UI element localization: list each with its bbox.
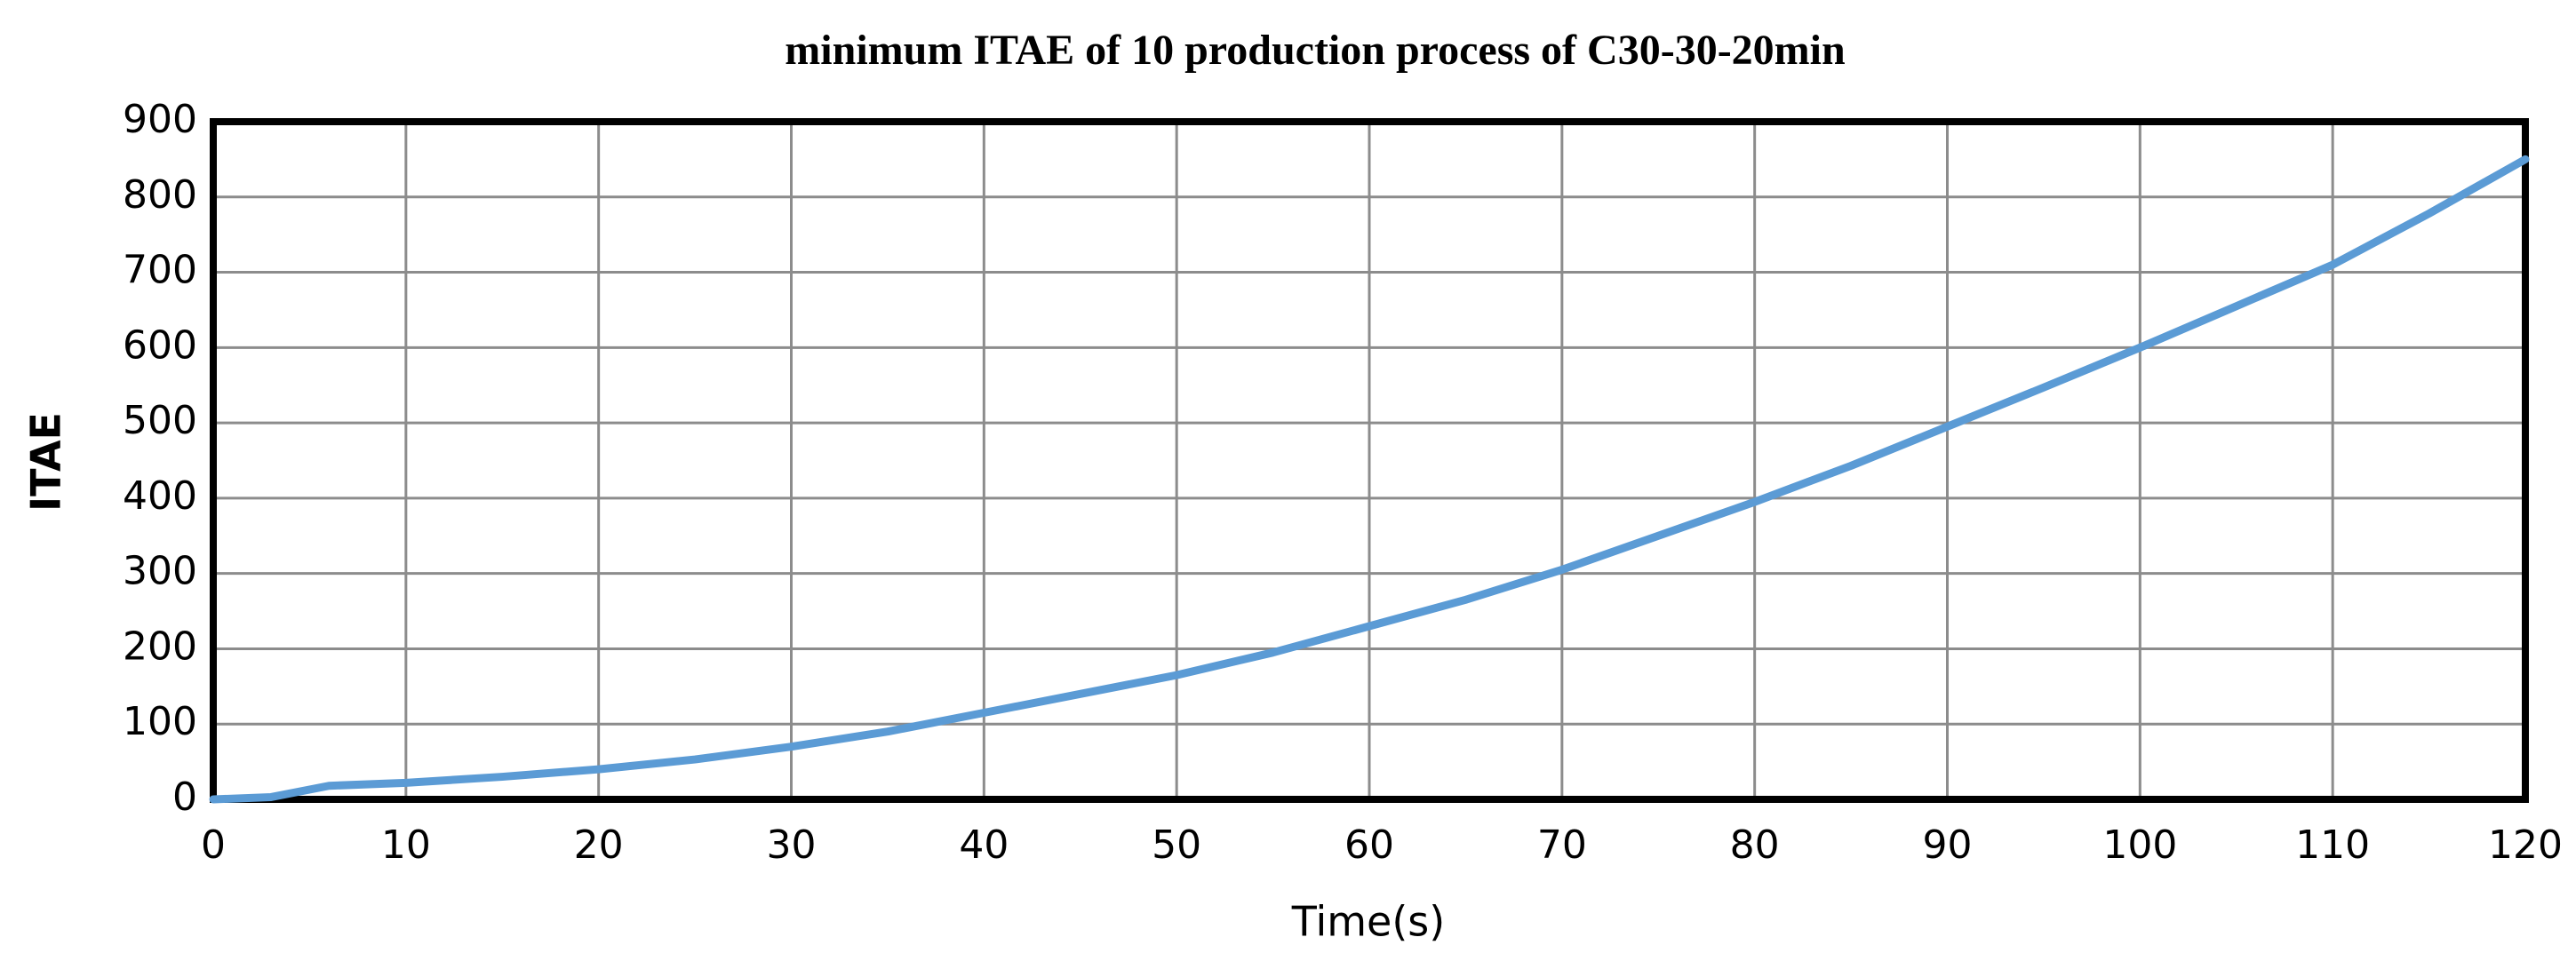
y-tick-label: 300 xyxy=(123,549,197,594)
y-tick-label: 400 xyxy=(123,473,197,519)
y-tick-label: 700 xyxy=(123,248,197,293)
y-axis-label: ITAE xyxy=(22,412,70,512)
x-tick-label: 20 xyxy=(574,822,624,868)
x-tick-label: 60 xyxy=(1344,822,1394,868)
x-tick-label: 110 xyxy=(2295,822,2370,868)
x-tick-label: 0 xyxy=(201,822,226,868)
chart-title: minimum ITAE of 10 production process of… xyxy=(785,27,1845,74)
y-tick-label: 500 xyxy=(123,398,197,443)
x-axis-label: Time(s) xyxy=(1291,898,1445,946)
x-tick-label: 50 xyxy=(1152,822,1201,868)
y-tick-label: 900 xyxy=(123,97,197,142)
x-tick-label: 30 xyxy=(767,822,817,868)
x-tick-label: 100 xyxy=(2102,822,2177,868)
x-tick-label: 10 xyxy=(381,822,431,868)
x-tick-label: 40 xyxy=(959,822,1009,868)
y-tick-label: 600 xyxy=(123,322,197,368)
y-tick-label: 0 xyxy=(172,774,197,820)
x-tick-label: 80 xyxy=(1730,822,1780,868)
y-tick-label: 200 xyxy=(123,624,197,669)
x-tick-label: 120 xyxy=(2488,822,2563,868)
x-tick-label: 70 xyxy=(1537,822,1587,868)
plot-border xyxy=(210,118,2529,803)
data-line xyxy=(209,155,2530,804)
y-tick-label: 100 xyxy=(123,699,197,744)
x-tick-label: 90 xyxy=(1923,822,1973,868)
y-tick-label: 800 xyxy=(123,172,197,218)
